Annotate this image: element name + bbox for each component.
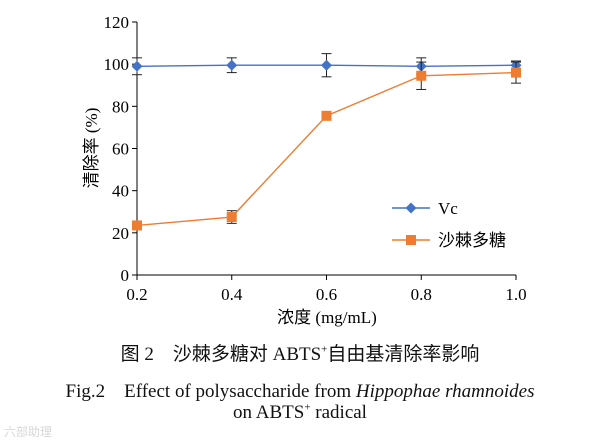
data-point — [226, 59, 238, 71]
chart-axes: 0 20 40 60 80 100 120 0.2 0.4 0.6 0.8 1.0 — [104, 13, 527, 304]
caption-cn-suffix: 自由基清除率影响 — [327, 344, 480, 365]
caption-en2-suffix: radical — [310, 402, 367, 423]
caption-en-italic: Hippophae rhamnoides — [355, 381, 535, 402]
y-tick-label: 20 — [112, 224, 129, 243]
y-tick-label: 80 — [112, 97, 129, 116]
legend-marker — [405, 202, 417, 214]
x-tick-label: 0.4 — [221, 285, 243, 304]
caption-cn-prefix: 图 2 沙棘多糖对 ABTS — [120, 344, 322, 365]
y-axis-label: 清除率 (%) — [82, 108, 101, 189]
caption-cn-sup: + — [321, 343, 328, 356]
x-axis-label: 浓度 (mg/mL) — [277, 308, 377, 327]
chart-series-layer — [131, 53, 522, 231]
data-point — [321, 59, 332, 71]
x-tick-label: 0.8 — [411, 285, 432, 304]
x-tick-label: 0.2 — [126, 285, 147, 304]
data-point — [132, 220, 142, 231]
data-point — [416, 70, 427, 81]
y-tick-label: 120 — [104, 13, 130, 32]
caption-en2-sup: + — [304, 401, 311, 414]
y-tick-label: 0 — [121, 266, 130, 285]
legend-marker — [406, 235, 416, 245]
x-tick-label: 1.0 — [505, 285, 526, 304]
data-point — [226, 212, 237, 223]
caption-en2-prefix: on ABTS — [233, 402, 305, 423]
y-tick-label: 100 — [104, 55, 130, 74]
data-point — [321, 110, 332, 121]
series-line — [136, 71, 517, 227]
figure-caption-en-line2: on ABTS+ radical — [0, 402, 600, 424]
caption-en-prefix: Fig.2 Effect of polysaccharide from — [65, 381, 356, 402]
data-point — [511, 67, 521, 78]
legend-label: Vc — [438, 199, 458, 218]
y-tick-label: 60 — [112, 140, 129, 159]
figure-caption-cn: 图 2 沙棘多糖对 ABTS+自由基清除率影响 — [0, 339, 600, 366]
figure-caption-en: Fig.2 Effect of polysaccharide from Hipp… — [0, 376, 600, 403]
legend-label: 沙棘多糖 — [438, 231, 506, 250]
x-tick-label: 0.6 — [316, 285, 337, 304]
y-tick-label: 40 — [112, 182, 129, 201]
data-point — [131, 60, 143, 72]
chart-legend: Vc 沙棘多糖 — [392, 199, 506, 250]
watermark: 六部助理 — [4, 425, 53, 439]
